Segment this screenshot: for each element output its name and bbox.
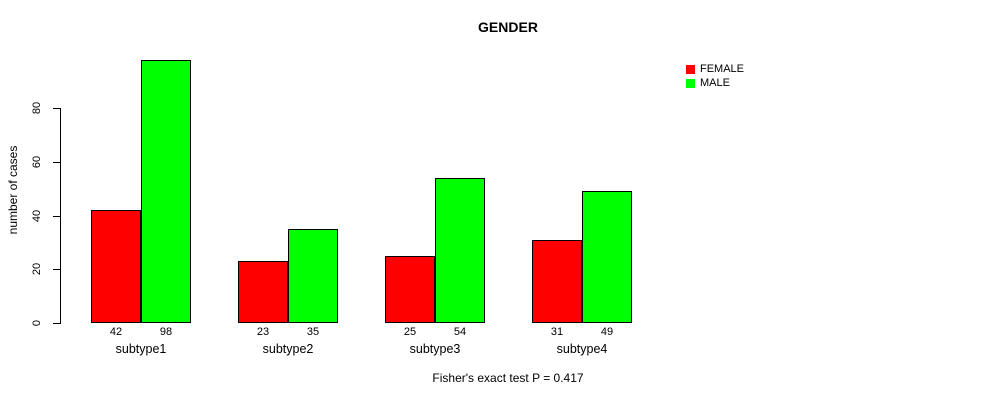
y-axis-line	[60, 108, 61, 324]
category-label-subtype4: subtype4	[556, 342, 608, 356]
category-label-subtype3: subtype3	[409, 342, 461, 356]
bar-value-label-female-subtype3: 25	[403, 326, 417, 338]
bar-value-label-female-subtype1: 42	[109, 326, 123, 338]
legend-swatch-male	[686, 78, 695, 88]
y-tick	[53, 323, 60, 324]
y-tick	[53, 269, 60, 271]
bar-female-subtype2	[238, 261, 288, 323]
legend-item-female: FEMALE	[686, 62, 744, 76]
y-tick-label: 80	[31, 101, 43, 115]
bar-male-subtype2	[288, 229, 338, 323]
bar-value-label-male-subtype2: 35	[306, 326, 320, 338]
y-tick-label: 0	[31, 319, 43, 327]
legend-label-female: FEMALE	[700, 63, 745, 75]
legend: FEMALE MALE	[686, 62, 744, 90]
legend-label-male: MALE	[700, 77, 730, 89]
bar-value-label-male-subtype4: 49	[600, 326, 614, 338]
legend-item-male: MALE	[686, 76, 744, 90]
category-label-subtype1: subtype1	[115, 342, 167, 356]
bar-value-label-female-subtype4: 31	[550, 326, 564, 338]
y-tick	[53, 161, 60, 163]
bar-male-subtype4	[582, 191, 632, 323]
bar-female-subtype3	[385, 256, 435, 323]
y-axis-label: number of cases	[6, 145, 20, 235]
category-label-subtype2: subtype2	[262, 342, 314, 356]
y-tick-label: 60	[31, 155, 43, 168]
y-tick-label: 20	[31, 263, 43, 276]
y-tick-label: 40	[31, 209, 43, 222]
bar-value-label-male-subtype1: 98	[159, 326, 173, 338]
chart-title: GENDER	[478, 19, 538, 35]
y-tick	[53, 215, 60, 217]
bar-female-subtype4	[532, 240, 582, 323]
bar-male-subtype1	[141, 60, 191, 323]
bar-female-subtype1	[91, 210, 141, 323]
bar-male-subtype3	[435, 178, 485, 323]
y-tick	[53, 108, 60, 109]
annotation-text: Fisher's exact test P = 0.417	[432, 371, 584, 385]
bar-value-label-female-subtype2: 23	[256, 326, 270, 338]
legend-swatch-female	[686, 64, 695, 74]
bar-value-label-male-subtype3: 54	[453, 326, 467, 338]
